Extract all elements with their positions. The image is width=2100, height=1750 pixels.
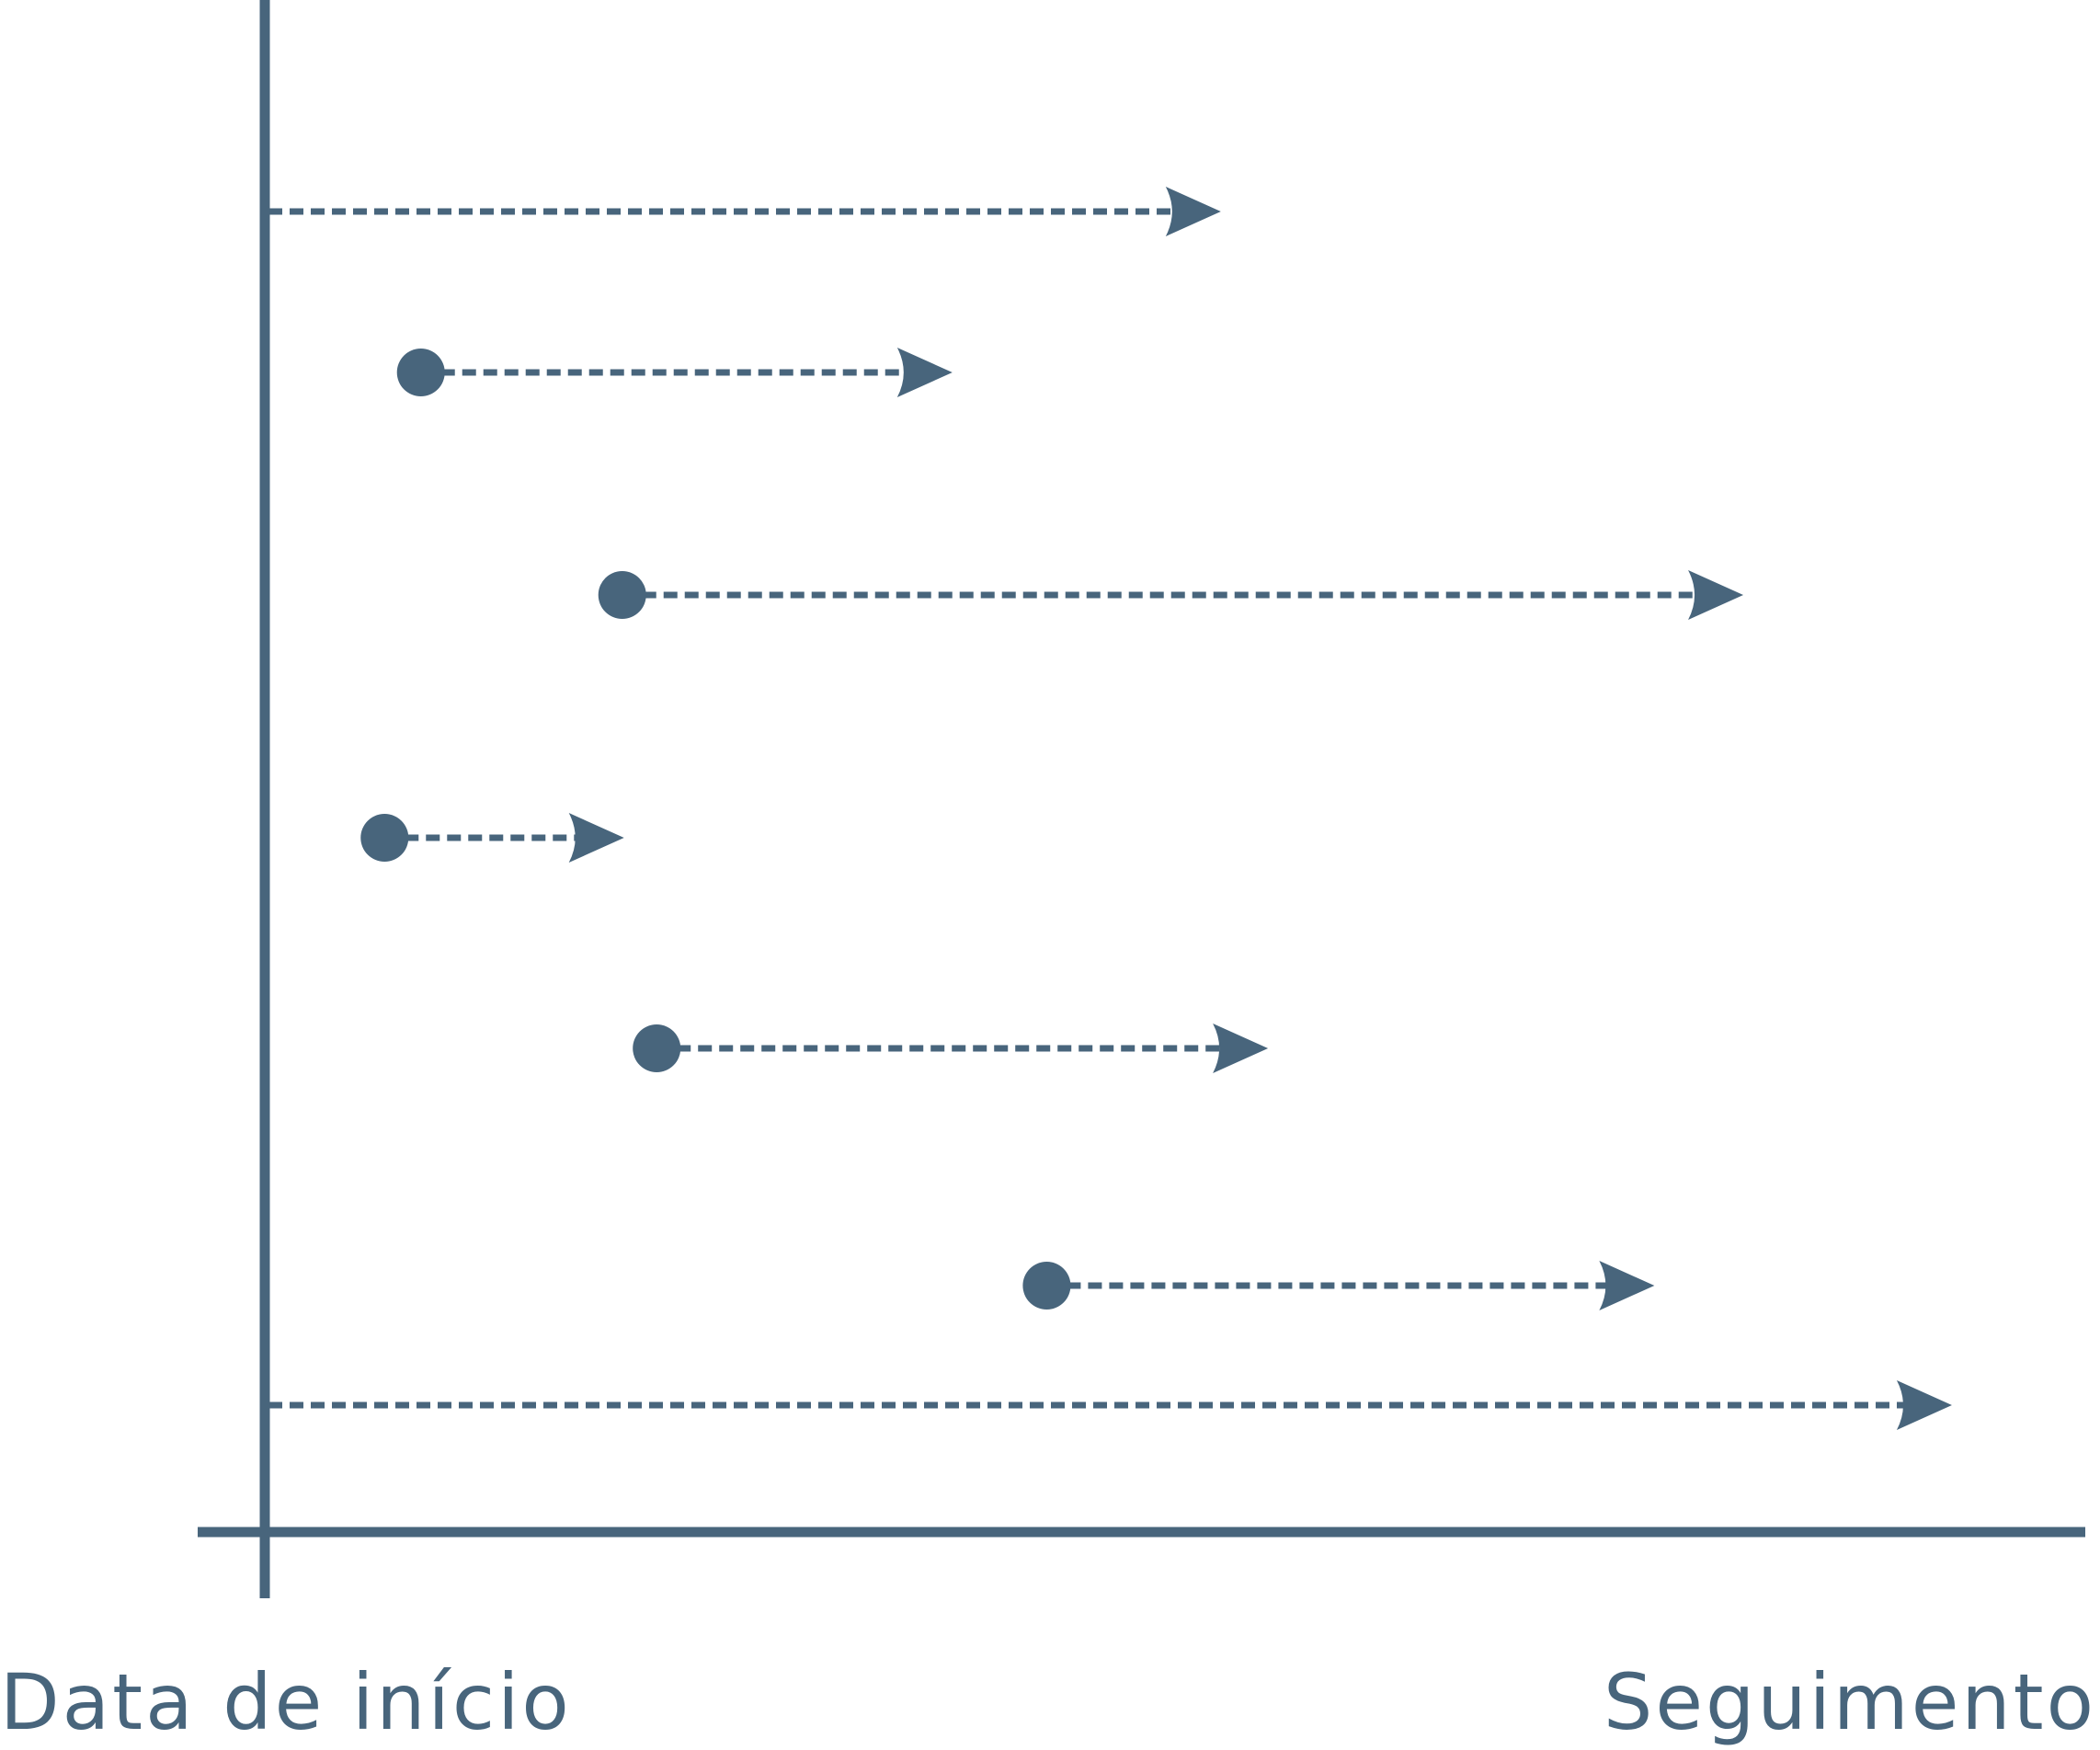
timeline-row [633,1024,1269,1073]
start-marker-icon [396,349,445,396]
timeline-row [598,570,1744,620]
arrowhead-right-icon [1165,187,1221,236]
start-marker-icon [633,1024,681,1072]
start-marker-icon [1022,1262,1071,1310]
arrowhead-right-icon [1599,1261,1655,1310]
arrowhead-right-icon [1213,1024,1269,1073]
timeline-row [1022,1261,1655,1310]
timelines [268,187,1952,1430]
timeline-row [360,813,624,863]
x-axis-end-label: Seguimento [1604,1657,2096,1747]
timeline-row [396,348,953,397]
timeline-row [268,187,1221,236]
x-axis-start-label: Data de início [0,1657,572,1747]
timeline-row [268,1380,1952,1430]
arrowhead-right-icon [1896,1380,1952,1430]
arrowhead-right-icon [1688,570,1744,620]
start-marker-icon [360,814,409,862]
start-marker-icon [598,571,646,619]
arrowhead-right-icon [568,813,624,863]
arrowhead-right-icon [896,348,953,397]
